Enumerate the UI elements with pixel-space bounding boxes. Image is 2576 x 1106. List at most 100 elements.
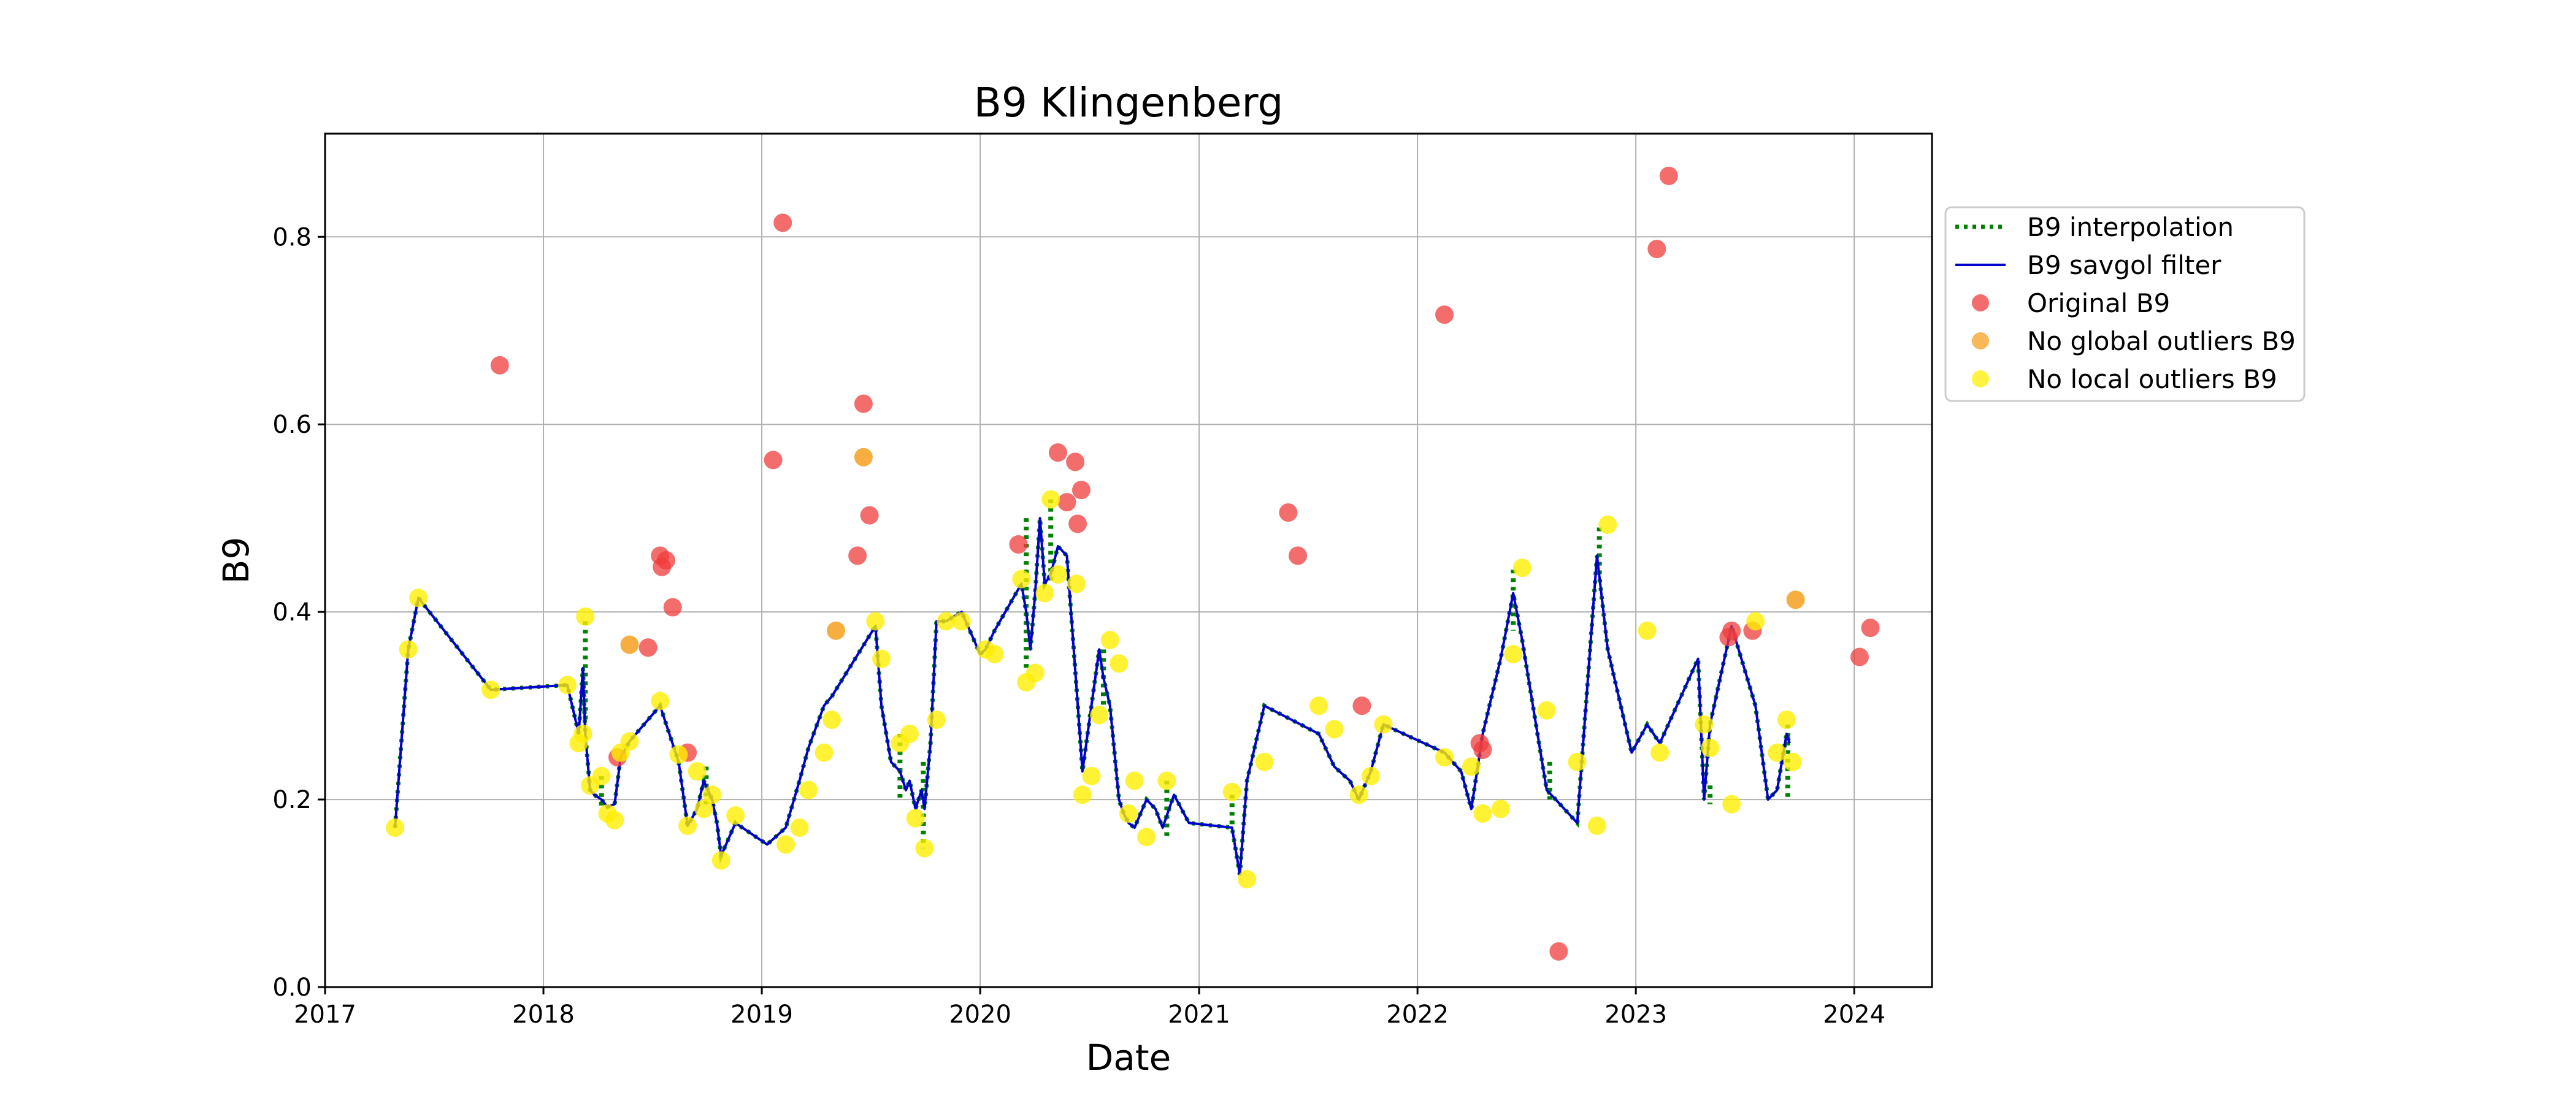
local-point xyxy=(822,711,841,730)
y-tick-label: 0.4 xyxy=(272,598,312,627)
y-tick-label: 0.8 xyxy=(272,223,312,251)
local-point xyxy=(1073,785,1092,804)
local-point xyxy=(1048,565,1067,584)
original-point xyxy=(490,356,509,375)
original-point xyxy=(1473,740,1492,759)
local-point xyxy=(952,612,971,631)
local-point xyxy=(1537,701,1556,720)
local-point xyxy=(1746,612,1765,631)
local-point xyxy=(1157,771,1176,790)
y-tick-label: 0.0 xyxy=(272,974,312,1002)
local-point xyxy=(1473,804,1492,823)
local-point xyxy=(1362,766,1381,785)
local-point xyxy=(1012,570,1031,589)
x-tick-label: 2021 xyxy=(1168,1001,1230,1029)
local-point xyxy=(1041,490,1060,509)
local-point xyxy=(481,681,500,700)
local-point xyxy=(558,676,577,695)
local-point xyxy=(669,745,688,764)
local-point xyxy=(1349,785,1368,804)
original-point xyxy=(1659,166,1678,185)
local-point xyxy=(915,839,934,858)
global-point xyxy=(827,621,846,640)
legend-local-label: No local outliers B9 xyxy=(2027,364,2277,394)
y-axis-ticks: 0.0 0.2 0.4 0.6 0.8 xyxy=(272,223,325,1002)
legend-frame xyxy=(1944,206,2306,402)
local-point xyxy=(937,612,956,631)
x-axis-ticks: 2017 2018 2019 2020 2021 2022 2023 2024 xyxy=(294,987,1885,1029)
legend-original-swatch xyxy=(1972,294,1989,311)
legend: B9 interpolation B9 savgol filter Origin… xyxy=(1944,206,2306,402)
local-point xyxy=(1255,752,1274,771)
original-point xyxy=(764,451,783,470)
original-point xyxy=(663,598,682,617)
x-tick-label: 2022 xyxy=(1386,1001,1449,1029)
original-point xyxy=(638,638,657,657)
local-point xyxy=(703,785,722,804)
local-point xyxy=(711,851,730,870)
legend-original-label: Original B9 xyxy=(2027,288,2170,318)
local-point xyxy=(1119,804,1138,823)
local-points-layer xyxy=(386,490,1802,889)
local-point xyxy=(409,589,428,608)
local-point xyxy=(1325,720,1344,739)
local-point xyxy=(1374,715,1393,734)
original-point xyxy=(1289,546,1308,565)
plot-frame xyxy=(324,132,1933,988)
local-point xyxy=(776,835,795,854)
local-point xyxy=(651,692,670,711)
y-tick-label: 0.6 xyxy=(272,411,312,439)
legend-interpolation-label: B9 interpolation xyxy=(2027,212,2234,242)
original-point xyxy=(1861,619,1880,638)
original-point xyxy=(656,551,675,570)
original-point xyxy=(848,546,867,565)
global-points-layer xyxy=(620,448,1805,654)
local-point xyxy=(1462,757,1481,776)
local-point xyxy=(1598,515,1617,534)
local-point xyxy=(1067,574,1086,593)
x-tick-label: 2019 xyxy=(730,1001,793,1029)
global-point xyxy=(854,448,873,467)
global-point xyxy=(620,635,639,654)
local-point xyxy=(1309,696,1328,715)
original-point xyxy=(1279,503,1298,522)
local-point xyxy=(688,762,707,781)
original-point xyxy=(1009,535,1028,554)
local-point xyxy=(1695,715,1714,734)
original-point xyxy=(1048,443,1067,462)
original-point xyxy=(1722,621,1741,640)
local-point xyxy=(1100,631,1119,650)
legend-local-swatch xyxy=(1972,370,1989,387)
x-tick-label: 2020 xyxy=(949,1001,1011,1029)
local-point xyxy=(1491,799,1510,818)
local-point xyxy=(1722,795,1741,814)
chart-title: B9 Klingenberg xyxy=(974,79,1284,126)
x-axis-label: Date xyxy=(1086,1037,1171,1078)
original-point xyxy=(860,506,879,525)
local-point xyxy=(386,818,405,837)
original-point xyxy=(1549,942,1568,961)
local-point xyxy=(790,818,809,837)
original-point xyxy=(773,213,792,232)
local-point xyxy=(872,649,891,668)
legend-global-swatch xyxy=(1972,332,1989,349)
local-point xyxy=(985,644,1004,663)
local-point xyxy=(906,809,925,828)
local-point xyxy=(399,640,418,659)
local-point xyxy=(1025,663,1045,682)
local-point xyxy=(900,724,919,743)
local-point xyxy=(1090,706,1109,725)
local-point xyxy=(1035,584,1054,603)
local-point xyxy=(815,743,834,762)
local-point xyxy=(1222,782,1241,801)
global-point xyxy=(1786,590,1805,609)
legend-savgol-label: B9 savgol filter xyxy=(2027,250,2221,280)
original-point xyxy=(1850,647,1869,666)
local-point xyxy=(927,711,946,730)
local-point xyxy=(799,780,818,799)
local-point xyxy=(1777,711,1796,730)
local-point xyxy=(605,810,624,830)
